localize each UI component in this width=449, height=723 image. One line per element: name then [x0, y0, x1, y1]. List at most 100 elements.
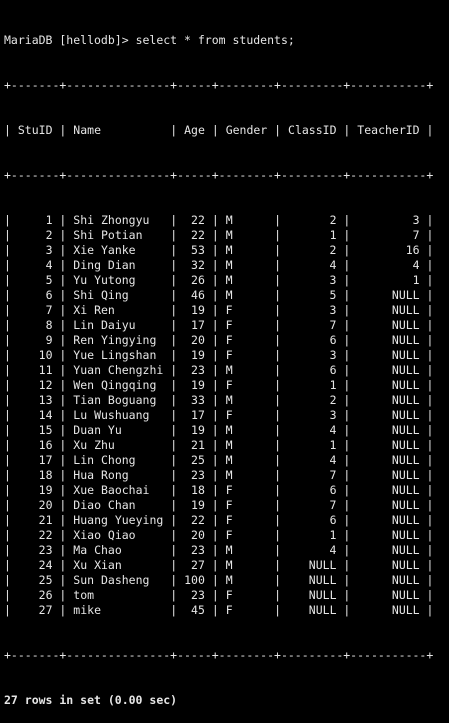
cell-name: Xu Xian: [73, 558, 122, 572]
cell-classid: 6: [329, 513, 337, 527]
cell-stuid: 25: [38, 573, 53, 587]
cell-name: Xue Baochai: [73, 483, 150, 497]
cell-name: Shi Zhongyu: [73, 213, 150, 227]
table-row: | 26 | tom | 23 | F | NULL | NULL |: [4, 588, 434, 602]
cell-classid: 1: [329, 528, 337, 542]
cell-name: Xiao Qiao: [73, 528, 136, 542]
table-row: | 1 | Shi Zhongyu | 22 | M | 2 | 3 |: [4, 213, 434, 227]
cell-teacherid: NULL: [391, 498, 420, 512]
cell-age: 23: [191, 468, 205, 482]
cell-age: 26: [191, 273, 205, 287]
command-line: MariaDB [hellodb]> select * from student…: [4, 33, 449, 48]
cell-gender: F: [225, 348, 233, 362]
command-text: select * from students;: [135, 33, 295, 47]
cell-name: Ren Yingying: [73, 333, 157, 347]
cell-stuid: 10: [38, 348, 53, 362]
cell-stuid: 8: [45, 318, 53, 332]
cell-age: 19: [191, 303, 205, 317]
cell-classid: 6: [329, 483, 337, 497]
cell-gender: M: [225, 273, 233, 287]
cell-gender: F: [225, 483, 233, 497]
table-row: | 11 | Yuan Chengzhi | 23 | M | 6 | NULL…: [4, 363, 434, 377]
cell-teacherid: NULL: [391, 378, 420, 392]
cell-age: 25: [191, 453, 205, 467]
cell-name: Ma Chao: [73, 543, 122, 557]
cell-age: 23: [191, 363, 205, 377]
cell-teacherid: NULL: [391, 588, 420, 602]
table-border-top: +-------+---------------+-----+--------+…: [4, 78, 434, 92]
cell-stuid: 4: [45, 258, 53, 272]
cell-age: 17: [191, 318, 205, 332]
table-row: | 14 | Lu Wushuang | 17 | F | 3 | NULL |: [4, 408, 434, 422]
cell-name: Lu Wushuang: [73, 408, 150, 422]
cell-classid: 1: [329, 228, 337, 242]
cell-gender: F: [225, 603, 233, 617]
cell-stuid: 20: [38, 498, 53, 512]
cell-teacherid: NULL: [391, 453, 420, 467]
cell-age: 19: [191, 423, 205, 437]
table-row: | 9 | Ren Yingying | 20 | F | 6 | NULL |: [4, 333, 434, 347]
cell-age: 100: [184, 573, 205, 587]
table-row: | 13 | Tian Boguang | 33 | M | 2 | NULL …: [4, 393, 434, 407]
table-row: | 12 | Wen Qingqing | 19 | F | 1 | NULL …: [4, 378, 434, 392]
cell-name: tom: [73, 588, 95, 602]
cell-stuid: 13: [38, 393, 53, 407]
cell-age: 23: [191, 543, 205, 557]
cell-gender: F: [225, 588, 233, 602]
cell-classid: 6: [329, 333, 337, 347]
table-row: | 20 | Diao Chan | 19 | F | 7 | NULL |: [4, 498, 434, 512]
cell-gender: M: [225, 393, 233, 407]
cell-gender: F: [225, 498, 233, 512]
cell-age: 20: [191, 333, 205, 347]
table-row: | 21 | Huang Yueying | 22 | F | 6 | NULL…: [4, 513, 434, 527]
cell-classid: 1: [329, 378, 337, 392]
cell-gender: M: [225, 288, 233, 302]
cell-stuid: 7: [45, 303, 53, 317]
cell-stuid: 24: [38, 558, 53, 572]
cell-age: 27: [191, 558, 205, 572]
cell-gender: M: [225, 213, 233, 227]
cell-teacherid: NULL: [391, 303, 420, 317]
cell-teacherid: 4: [412, 258, 420, 272]
cell-classid: 4: [329, 453, 337, 467]
cell-gender: F: [225, 513, 233, 527]
cell-age: 23: [191, 588, 205, 602]
cell-teacherid: 1: [412, 273, 420, 287]
prompt-text: MariaDB [hellodb]>: [4, 33, 136, 47]
cell-gender: M: [225, 573, 233, 587]
terminal-window[interactable]: MariaDB [hellodb]> select * from student…: [0, 0, 449, 707]
cell-name: Tian Boguang: [73, 393, 157, 407]
cell-classid: 4: [329, 423, 337, 437]
cell-stuid: 15: [38, 423, 53, 437]
table-row: | 16 | Xu Zhu | 21 | M | 1 | NULL |: [4, 438, 434, 452]
cell-gender: F: [225, 303, 233, 317]
cell-classid: NULL: [308, 573, 337, 587]
column-header-teacherid: TeacherID: [357, 123, 420, 137]
cell-stuid: 26: [38, 588, 53, 602]
cell-name: Xu Zhu: [73, 438, 115, 452]
cell-classid: 2: [329, 393, 337, 407]
cell-stuid: 19: [38, 483, 53, 497]
cell-age: 53: [191, 243, 205, 257]
cell-gender: M: [225, 468, 233, 482]
table-body: | 1 | Shi Zhongyu | 22 | M | 2 | 3 | | 2 …: [4, 213, 449, 618]
cell-classid: 6: [329, 363, 337, 377]
cell-teacherid: 16: [405, 243, 420, 257]
cell-gender: F: [225, 318, 233, 332]
cell-name: Ding Dian: [73, 258, 136, 272]
table-row: | 24 | Xu Xian | 27 | M | NULL | NULL |: [4, 558, 434, 572]
cell-name: Lin Daiyu: [73, 318, 136, 332]
cell-classid: 3: [329, 348, 337, 362]
cell-age: 22: [191, 513, 205, 527]
cell-classid: 3: [329, 303, 337, 317]
cell-stuid: 9: [45, 333, 53, 347]
cell-teacherid: NULL: [391, 318, 420, 332]
table-header-row: | StuID | Name | Age | Gender | ClassID …: [4, 123, 434, 137]
cell-name: Hua Rong: [73, 468, 129, 482]
cell-teacherid: NULL: [391, 468, 420, 482]
cell-age: 22: [191, 228, 205, 242]
cell-teacherid: NULL: [391, 573, 420, 587]
cell-stuid: 2: [45, 228, 53, 242]
cell-name: Sun Dasheng: [73, 573, 150, 587]
cell-classid: 2: [329, 243, 337, 257]
